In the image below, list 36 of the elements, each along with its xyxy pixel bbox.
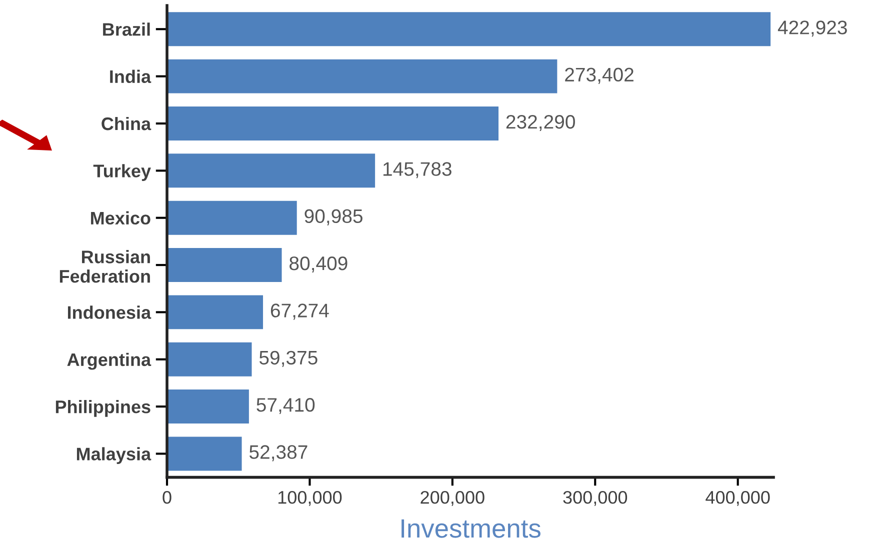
- x-tick-label: 400,000: [706, 490, 770, 506]
- y-tick-label: Philippines: [56, 400, 150, 417]
- bar: [167, 154, 376, 188]
- x-tick-label: 0: [162, 490, 172, 504]
- bar: [167, 106, 499, 140]
- y-tick-label: Indonesia: [68, 306, 152, 319]
- data-label: 145,783: [383, 162, 452, 178]
- bar: [167, 295, 264, 330]
- x-tick-label: 200,000: [420, 490, 484, 506]
- y-tick-label: China: [102, 116, 152, 130]
- data-label: 232,290: [506, 114, 575, 132]
- data-label: 90,985: [304, 209, 362, 226]
- y-tick-label: Russian Federation: [60, 250, 150, 283]
- bar: [167, 436, 242, 471]
- x-tick-label: 100,000: [278, 490, 342, 506]
- y-tick-label: Brazil: [103, 22, 150, 36]
- data-label: 422,923: [778, 20, 847, 37]
- y-tick-label: Argentina: [67, 352, 152, 370]
- y-tick-label: Mexico: [91, 211, 150, 225]
- data-label: 57,410: [256, 398, 315, 414]
- data-label: 67,274: [270, 304, 329, 320]
- data-label: 273,402: [565, 68, 634, 84]
- bar: [167, 59, 558, 94]
- bar: [167, 342, 252, 376]
- bar: [167, 390, 249, 424]
- bar: [167, 200, 297, 235]
- bar: [167, 12, 771, 46]
- bar: [167, 248, 282, 282]
- data-label: 52,387: [249, 445, 308, 462]
- data-label: 80,409: [290, 256, 348, 273]
- y-tick-label: Turkey: [93, 164, 151, 181]
- x-tick-label: 300,000: [563, 490, 628, 506]
- x-axis-title: Investments: [402, 519, 540, 538]
- y-tick-label: Malaysia: [76, 447, 152, 464]
- data-label: 59,375: [259, 350, 318, 367]
- y-tick-label: India: [110, 70, 152, 84]
